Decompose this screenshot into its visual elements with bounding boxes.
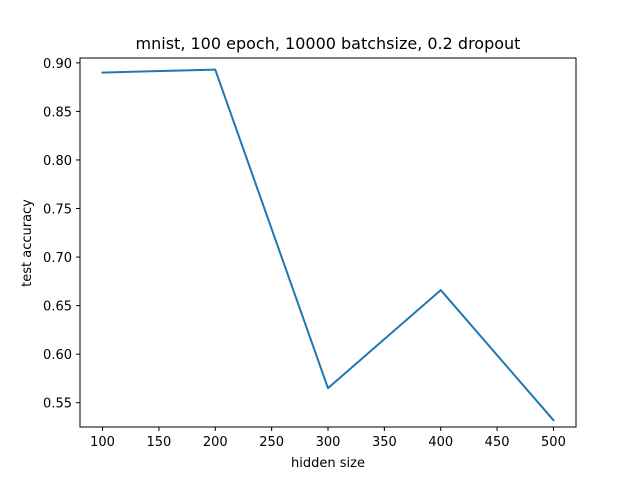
y-tick-label-2: 0.65 bbox=[43, 300, 72, 315]
x-tick-label-0: 100 bbox=[90, 435, 115, 450]
x-tick-label-6: 400 bbox=[428, 435, 453, 450]
y-tick-label-5: 0.80 bbox=[43, 154, 72, 169]
y-tick-label-6: 0.85 bbox=[43, 105, 72, 120]
x-tick-label-5: 350 bbox=[372, 435, 397, 450]
plot-area: 100 150 200 250 300 350 400 450 500 0.55 0.60 0.65 0… bbox=[43, 57, 577, 450]
y-tick-label-3: 0.70 bbox=[43, 251, 72, 266]
x-tick-label-4: 300 bbox=[316, 435, 341, 450]
series-line-0 bbox=[101, 68, 555, 422]
x-axis-label: hidden size bbox=[291, 456, 365, 471]
x-tick-label-1: 150 bbox=[146, 435, 171, 450]
x-tick-label-2: 200 bbox=[203, 435, 228, 450]
y-tick-label-1: 0.60 bbox=[43, 348, 72, 363]
x-tick-label-8: 500 bbox=[541, 435, 566, 450]
x-tick-label-7: 450 bbox=[485, 435, 510, 450]
x-tick-label-3: 250 bbox=[259, 435, 284, 450]
chart-title: mnist, 100 epoch, 10000 batchsize, 0.2 d… bbox=[136, 34, 521, 53]
y-axis-label: test accuracy bbox=[20, 199, 35, 287]
y-tick-label-0: 0.55 bbox=[43, 397, 72, 412]
y-tick-label-7: 0.90 bbox=[43, 57, 72, 72]
y-tick-label-4: 0.75 bbox=[43, 203, 72, 218]
